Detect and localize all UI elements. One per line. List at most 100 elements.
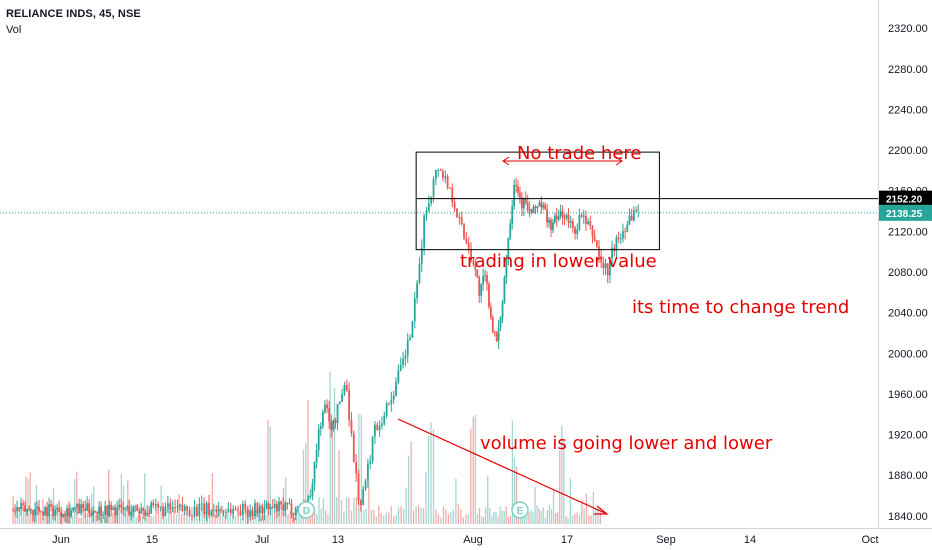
volume-bar [452, 510, 455, 524]
candle-body [70, 510, 73, 517]
candle-body [220, 509, 222, 511]
volume-bar [285, 477, 287, 524]
volume-bar [127, 480, 129, 524]
volume-bar [499, 506, 501, 524]
volume-bar [265, 514, 267, 524]
candle-body [624, 231, 627, 233]
candle-body [311, 483, 314, 496]
candle-body [174, 507, 177, 509]
volume-bar [76, 471, 78, 524]
candle-body [309, 495, 312, 497]
volume-bar [487, 475, 489, 524]
volume-bar [373, 510, 375, 524]
candle-body [359, 500, 362, 506]
candle-body [622, 231, 624, 239]
volume-bar [95, 514, 97, 524]
candle-body [256, 502, 259, 514]
arrow-head-right [615, 156, 623, 166]
candle-body [536, 206, 539, 209]
event-badge-d[interactable]: D [297, 501, 316, 519]
candle-body [509, 223, 512, 238]
candle-body [249, 510, 252, 517]
candle-body [222, 510, 225, 513]
volume-bar [18, 508, 21, 524]
volume-bar [298, 507, 300, 524]
volume-bar [437, 514, 440, 524]
volume-bar [472, 416, 474, 524]
candle-body [355, 462, 358, 474]
volume-bar [44, 513, 46, 524]
candle-body [14, 510, 16, 512]
volume-bar [40, 510, 42, 524]
volume-bar [196, 511, 198, 524]
candle-body [569, 221, 572, 224]
candle-body [611, 247, 613, 259]
volume-bar [209, 513, 211, 524]
volume-bar [435, 510, 437, 524]
volume-bar [462, 517, 464, 524]
candle-body [409, 337, 411, 340]
candle-body [362, 489, 365, 506]
volume-bar [511, 420, 514, 524]
volume-bar [250, 509, 252, 524]
candle-body [495, 332, 498, 341]
candle-body [251, 510, 254, 517]
volume-bar [222, 505, 224, 524]
volume-bar [420, 507, 422, 524]
volume-bar [325, 510, 327, 524]
candle-body [42, 511, 44, 516]
price-tick-label: 2000.00 [888, 348, 928, 360]
candle-body [241, 503, 244, 516]
candle-body [515, 184, 517, 187]
candle-body [26, 508, 28, 512]
candle-body [606, 263, 609, 276]
volume-bar [585, 493, 588, 524]
candle-body [86, 503, 89, 511]
candle-body [357, 473, 360, 501]
candle-body [530, 209, 533, 214]
time-tick-label: Sep [656, 534, 676, 546]
time-tick-label: Oct [861, 534, 878, 546]
price-lines [0, 151, 878, 515]
candle-body [106, 505, 109, 517]
volume-bar [440, 517, 442, 524]
candle-body [198, 504, 201, 517]
volume-bar [597, 508, 599, 524]
volume-bar [360, 414, 363, 524]
volume-bar [27, 478, 29, 524]
volume-bar [237, 517, 239, 524]
candle-body [364, 480, 367, 490]
event-badge-e[interactable]: E [511, 501, 529, 519]
candle-body [423, 215, 426, 248]
candle-body [595, 240, 598, 247]
volume-bar [101, 517, 103, 524]
volume-bar [188, 511, 190, 524]
volume-bar [88, 511, 91, 524]
volume-bar [505, 506, 507, 524]
volume-bar [520, 514, 522, 524]
candle-body [273, 504, 276, 508]
candle-body [296, 506, 299, 508]
candle-body [345, 385, 348, 391]
candle-body [290, 503, 293, 514]
candle-body [553, 215, 556, 223]
candle-body [388, 403, 390, 405]
candle-body [286, 502, 289, 504]
volume-bar [133, 507, 135, 524]
candle-body [128, 506, 131, 515]
volume-bar [378, 505, 380, 524]
range-box [415, 151, 660, 251]
volume-bar [93, 486, 95, 524]
candle-body [157, 503, 160, 508]
candle-body [74, 507, 77, 509]
volume-bar [574, 514, 576, 524]
candle-body [52, 506, 55, 516]
volume-bar [296, 509, 298, 524]
price-tick-label: 1960.00 [888, 389, 928, 401]
volume-bar [144, 473, 146, 524]
volume-bar [501, 510, 503, 524]
volume-bar [175, 514, 178, 524]
candle-body [22, 503, 24, 506]
candle-body [341, 393, 343, 402]
